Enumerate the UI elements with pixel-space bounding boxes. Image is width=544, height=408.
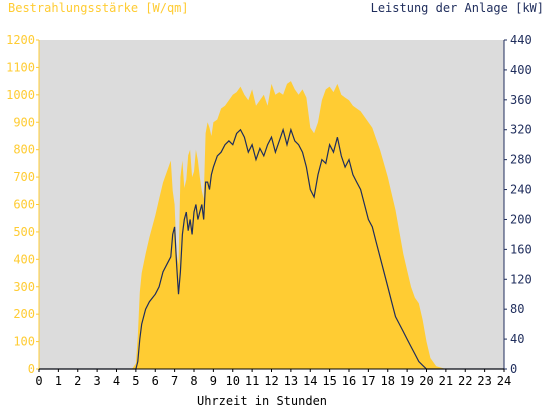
x-tick-label: 10 — [226, 374, 240, 388]
right-tick-label: 400 — [510, 63, 532, 77]
chart-title-right: Leistung der Anlage [kW] — [371, 1, 544, 15]
left-tick-label: 400 — [13, 252, 35, 266]
left-tick-label: 900 — [13, 115, 35, 129]
x-tick-label: 1 — [55, 374, 62, 388]
x-tick-label: 15 — [322, 374, 336, 388]
right-tick-label: 200 — [510, 212, 532, 226]
x-tick-label: 3 — [94, 374, 101, 388]
x-tick-label: 9 — [210, 374, 217, 388]
right-tick-label: 160 — [510, 242, 532, 256]
x-axis-label: Uhrzeit in Stunden — [197, 394, 327, 408]
right-tick-label: 360 — [510, 93, 532, 107]
x-tick-label: 22 — [458, 374, 472, 388]
x-tick-label: 18 — [381, 374, 395, 388]
right-tick-label: 120 — [510, 272, 532, 286]
right-tick-label: 440 — [510, 33, 532, 47]
x-tick-labels: 0 1 2 3 4 5 6 7 8 9 10 11 12 13 14 15 16 17 18 19 20 21 22 23 24 — [35, 369, 511, 388]
x-tick-label: 17 — [361, 374, 375, 388]
x-tick-label: 2 — [74, 374, 81, 388]
right-tick-label: 280 — [510, 153, 532, 167]
x-tick-label: 12 — [264, 374, 278, 388]
left-tick-label: 200 — [13, 307, 35, 321]
right-tick-label: 80 — [510, 302, 524, 316]
x-tick-label: 21 — [439, 374, 453, 388]
right-tick-labels: 0 40 80 120 160 200 240 280 320 360 400 440 — [504, 33, 532, 376]
chart-title-left: Bestrahlungsstärke [W/qm] — [8, 1, 189, 15]
x-tick-label: 19 — [400, 374, 414, 388]
right-tick-label: 0 — [510, 362, 517, 376]
x-tick-label: 20 — [419, 374, 433, 388]
right-tick-label: 320 — [510, 123, 532, 137]
left-tick-label: 500 — [13, 225, 35, 239]
right-tick-label: 40 — [510, 332, 524, 346]
power-line — [39, 127, 504, 370]
x-tick-label: 13 — [284, 374, 298, 388]
left-tick-label: 1100 — [6, 60, 35, 74]
x-tick-label: 4 — [113, 374, 120, 388]
left-tick-label: 300 — [13, 280, 35, 294]
x-tick-label: 0 — [35, 374, 42, 388]
left-tick-labels: 0 100 200 300 400 500 600 700 800 900 1000 1100 1200 — [6, 33, 39, 376]
x-tick-label: 23 — [477, 374, 491, 388]
x-tick-label: 7 — [171, 374, 178, 388]
irradiance-area — [39, 81, 504, 369]
left-tick-label: 700 — [13, 170, 35, 184]
left-tick-label: 100 — [13, 335, 35, 349]
left-tick-label: 0 — [28, 362, 35, 376]
left-tick-label: 800 — [13, 143, 35, 157]
left-tick-label: 1000 — [6, 88, 35, 102]
left-tick-label: 1200 — [6, 33, 35, 47]
x-tick-label: 5 — [132, 374, 139, 388]
x-tick-label: 8 — [190, 374, 197, 388]
x-tick-label: 14 — [303, 374, 317, 388]
left-tick-label: 600 — [13, 198, 35, 212]
right-tick-label: 240 — [510, 183, 532, 197]
x-tick-label: 6 — [152, 374, 159, 388]
x-tick-label: 11 — [245, 374, 259, 388]
x-tick-label: 24 — [497, 374, 511, 388]
x-tick-label: 16 — [342, 374, 356, 388]
